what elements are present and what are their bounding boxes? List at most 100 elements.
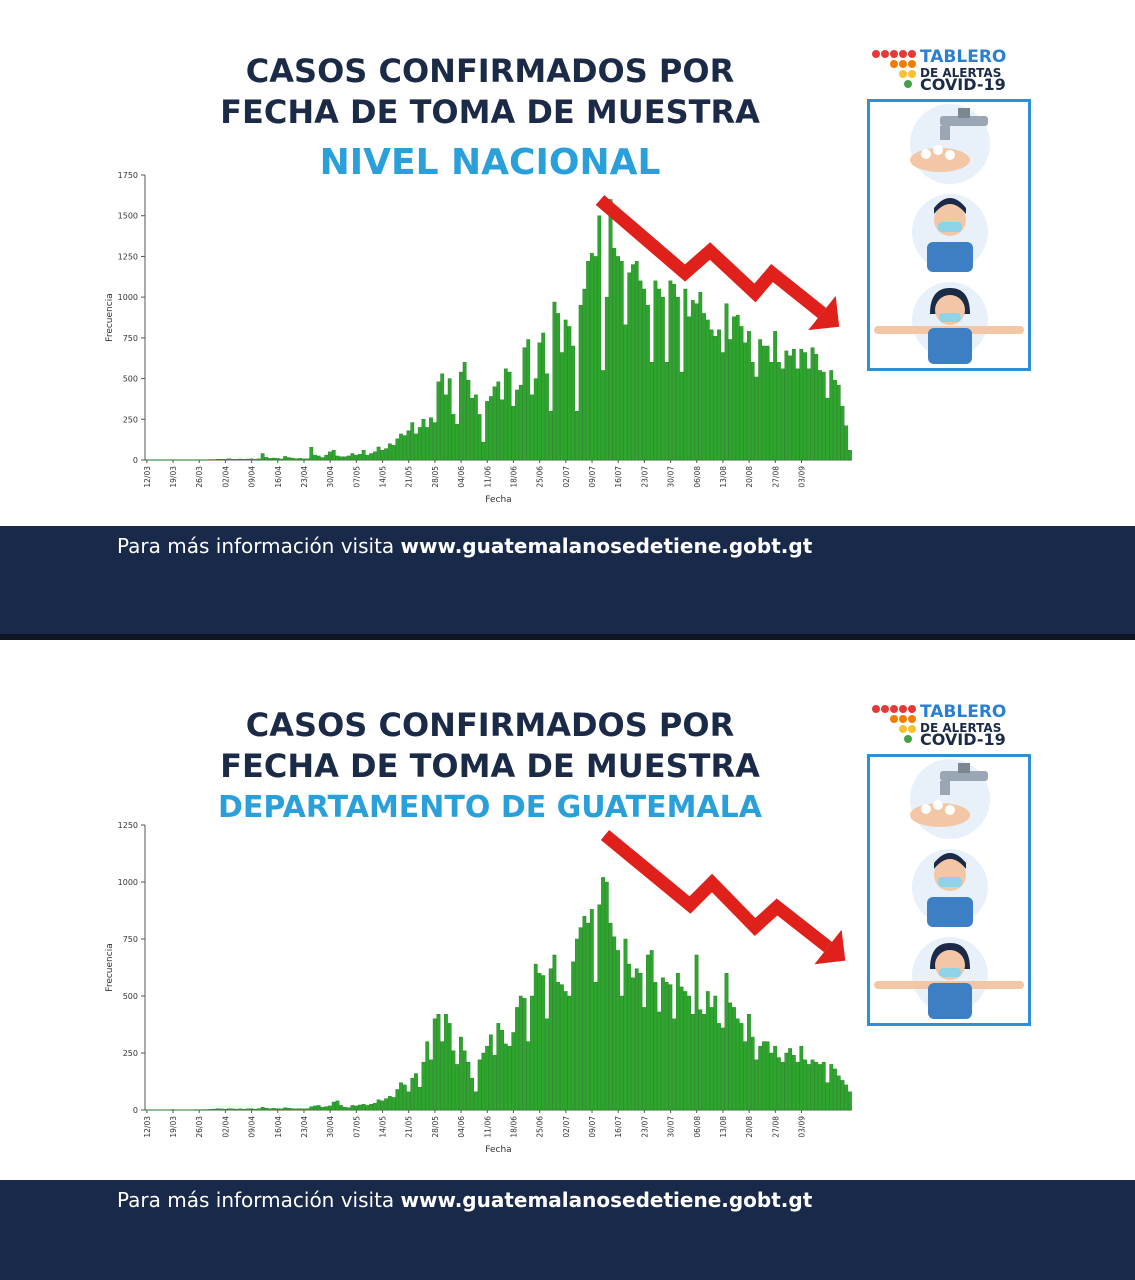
bar (163, 459, 168, 461)
y-tick-label: 0 (133, 456, 138, 465)
bar (481, 441, 486, 461)
bar (511, 406, 516, 461)
bar (683, 288, 688, 461)
bar (264, 1107, 269, 1111)
bar (702, 1014, 706, 1111)
x-tick-label: 06/08 (693, 466, 702, 488)
bar (545, 1018, 549, 1111)
bar (675, 972, 680, 1111)
bar (170, 1109, 175, 1111)
title-line2: FECHA DE TOMA DE MUESTRA (220, 93, 760, 131)
bar (473, 394, 478, 461)
bar (260, 453, 265, 461)
bar (533, 378, 538, 461)
bar (664, 362, 669, 461)
y-tick-label: 500 (123, 992, 138, 1001)
bar (784, 1052, 789, 1111)
bar (343, 1107, 347, 1111)
footer-bar: Para más información visita www.guatemal… (0, 1180, 1135, 1280)
bar (335, 1100, 340, 1111)
bar (473, 1091, 478, 1111)
x-tick-label: 18/06 (509, 1116, 518, 1138)
bar (387, 1096, 392, 1111)
bar (649, 950, 654, 1111)
bar (459, 371, 463, 461)
bar (515, 389, 519, 461)
bar (683, 991, 688, 1111)
bar (245, 1108, 250, 1111)
footer-url: www.guatemalanosedetiene.gobt.gt (400, 534, 813, 558)
bar (249, 458, 254, 461)
bar (410, 1077, 415, 1111)
bar (208, 459, 213, 461)
bar (253, 1108, 258, 1111)
logo-line2: DE ALERTAS (920, 66, 1002, 80)
bar (372, 451, 377, 461)
bar (818, 1064, 822, 1111)
bar (844, 425, 849, 461)
bar (324, 1106, 329, 1111)
bar (358, 454, 362, 461)
x-tick-label: 25/06 (536, 1116, 545, 1138)
bar (182, 1109, 186, 1111)
x-axis-label: Fecha (485, 1145, 511, 1155)
bar (290, 457, 295, 461)
bar (717, 1023, 721, 1111)
bar (294, 458, 299, 461)
x-tick-label: 03/09 (798, 466, 807, 488)
bar (601, 877, 605, 1111)
x-tick-label: 27/08 (771, 466, 780, 488)
bar (762, 1041, 766, 1111)
bar (399, 433, 403, 461)
bar (503, 368, 508, 461)
bar (578, 927, 583, 1111)
bar (743, 342, 748, 461)
bar (470, 1077, 475, 1111)
bar (769, 362, 774, 461)
bar (552, 301, 557, 461)
bar (451, 414, 456, 461)
bar (560, 984, 564, 1111)
bar (230, 1108, 235, 1111)
bar (728, 1002, 733, 1111)
x-tick-label: 16/07 (614, 1116, 623, 1138)
bar (769, 1052, 774, 1111)
bar (511, 1032, 516, 1111)
bar (821, 371, 826, 461)
bar (167, 459, 172, 461)
bar (227, 458, 231, 461)
bar (799, 349, 804, 461)
x-tick-label: 16/04 (274, 1116, 283, 1138)
y-tick-label: 250 (123, 415, 138, 424)
chart-nacional: 0 250 500 750 1000 1250 1500 1750 12/03 19/03 26/0… (105, 171, 852, 505)
handwashing-icon (910, 759, 990, 839)
alert-dots-icon (872, 50, 916, 88)
bar (661, 296, 665, 461)
bar (245, 458, 250, 461)
y-tick-label: 1000 (118, 878, 138, 887)
bar (294, 1108, 299, 1111)
x-tick-label: 07/05 (352, 466, 361, 488)
bar (653, 982, 658, 1111)
bar (593, 982, 598, 1111)
bar (496, 381, 501, 461)
logo-line1: TABLERO (920, 47, 1007, 67)
bar (455, 1064, 460, 1111)
bar (758, 1045, 763, 1111)
bar (814, 1061, 819, 1111)
bar (530, 394, 534, 461)
downward-trend-arrow-icon (595, 195, 840, 331)
bar (264, 457, 269, 461)
x-tick-label: 09/04 (248, 1116, 257, 1138)
bar (806, 1064, 811, 1111)
x-tick-label: 13/08 (719, 1116, 728, 1138)
bar (159, 459, 164, 461)
bar (627, 272, 632, 461)
bar (271, 1108, 276, 1111)
bar (417, 1087, 422, 1111)
bar (754, 1059, 759, 1111)
bar (791, 1055, 796, 1111)
bar (560, 352, 564, 461)
bar (548, 410, 553, 461)
bar (522, 998, 527, 1111)
